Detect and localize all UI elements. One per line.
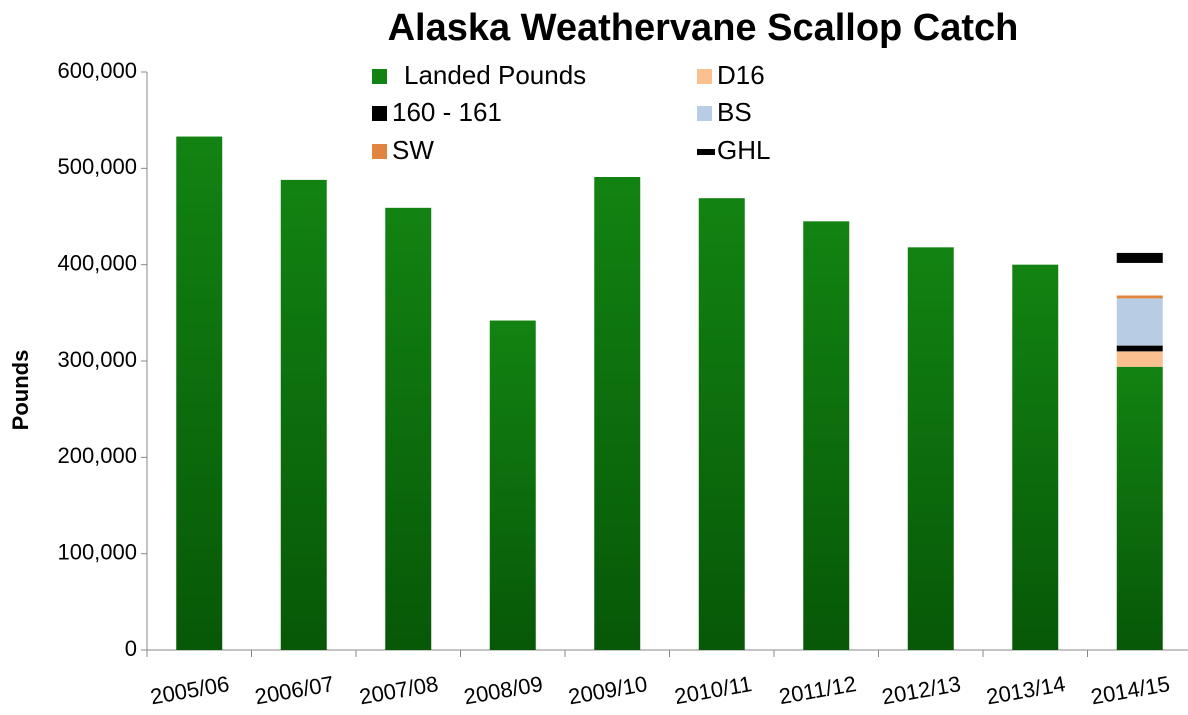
legend-label: GHL bbox=[717, 135, 770, 165]
bar-segment bbox=[1116, 298, 1163, 346]
y-tick-label: 300,000 bbox=[57, 347, 137, 372]
legend-swatch bbox=[697, 106, 712, 121]
bar-segment bbox=[1116, 345, 1163, 352]
legend-label: SW bbox=[392, 135, 434, 165]
bar-segment bbox=[907, 247, 954, 650]
ghl-marker bbox=[1116, 252, 1163, 263]
x-tick-label: 2007/08 bbox=[357, 671, 440, 709]
x-tick-label: 2008/09 bbox=[462, 671, 545, 709]
legend-swatch bbox=[697, 149, 715, 155]
x-tick-label: 2014/15 bbox=[1089, 671, 1172, 709]
x-tick-label: 2005/06 bbox=[148, 671, 231, 709]
legend-swatch bbox=[697, 69, 712, 84]
x-tick-label: 2009/10 bbox=[566, 671, 649, 709]
y-tick-label: 0 bbox=[125, 636, 137, 661]
y-tick-label: 600,000 bbox=[57, 58, 137, 83]
x-tick-label: 2011/12 bbox=[777, 671, 858, 709]
legend-swatch bbox=[372, 69, 387, 84]
y-tick-label: 400,000 bbox=[57, 250, 137, 275]
y-axis-label: Pounds bbox=[8, 350, 33, 431]
bar-segment bbox=[176, 136, 223, 650]
x-tick-label: 2006/07 bbox=[253, 671, 336, 709]
x-tick-label: 2013/14 bbox=[984, 671, 1067, 709]
y-tick-label: 200,000 bbox=[57, 443, 137, 468]
bar-segment bbox=[1012, 264, 1059, 650]
y-tick-label: 500,000 bbox=[57, 154, 137, 179]
bar-segment bbox=[280, 179, 327, 651]
legend-swatch bbox=[372, 106, 387, 121]
bar-segment bbox=[385, 207, 432, 650]
legend-label: Landed Pounds bbox=[404, 60, 586, 90]
legend-label: BS bbox=[717, 97, 752, 127]
x-tick-label: 2012/13 bbox=[880, 671, 963, 709]
bar-segment bbox=[803, 221, 850, 651]
legend-label: D16 bbox=[717, 60, 765, 90]
x-tick-label: 2010/11 bbox=[673, 671, 754, 709]
bar-segment bbox=[489, 320, 536, 650]
chart-title: Alaska Weathervane Scallop Catch bbox=[388, 7, 1019, 49]
bar-segment bbox=[594, 177, 641, 650]
bar-segment bbox=[1116, 351, 1163, 367]
bar-segment bbox=[1116, 366, 1163, 650]
legend-swatch bbox=[372, 144, 387, 159]
y-tick-label: 100,000 bbox=[57, 539, 137, 564]
bar-segment bbox=[698, 198, 745, 651]
legend-label: 160 - 161 bbox=[392, 97, 502, 127]
bar-segment bbox=[1116, 295, 1163, 299]
